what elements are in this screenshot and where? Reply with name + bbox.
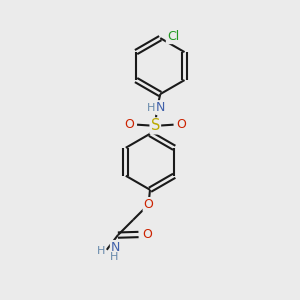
Text: Cl: Cl xyxy=(167,30,179,43)
Text: O: O xyxy=(144,198,154,211)
Text: H: H xyxy=(97,246,105,256)
Text: O: O xyxy=(142,228,152,241)
Text: O: O xyxy=(124,118,134,131)
Text: N: N xyxy=(111,241,120,254)
Text: S: S xyxy=(151,118,160,134)
Text: H: H xyxy=(147,103,156,113)
Text: O: O xyxy=(176,118,186,131)
Text: H: H xyxy=(110,252,118,262)
Text: N: N xyxy=(156,101,166,114)
